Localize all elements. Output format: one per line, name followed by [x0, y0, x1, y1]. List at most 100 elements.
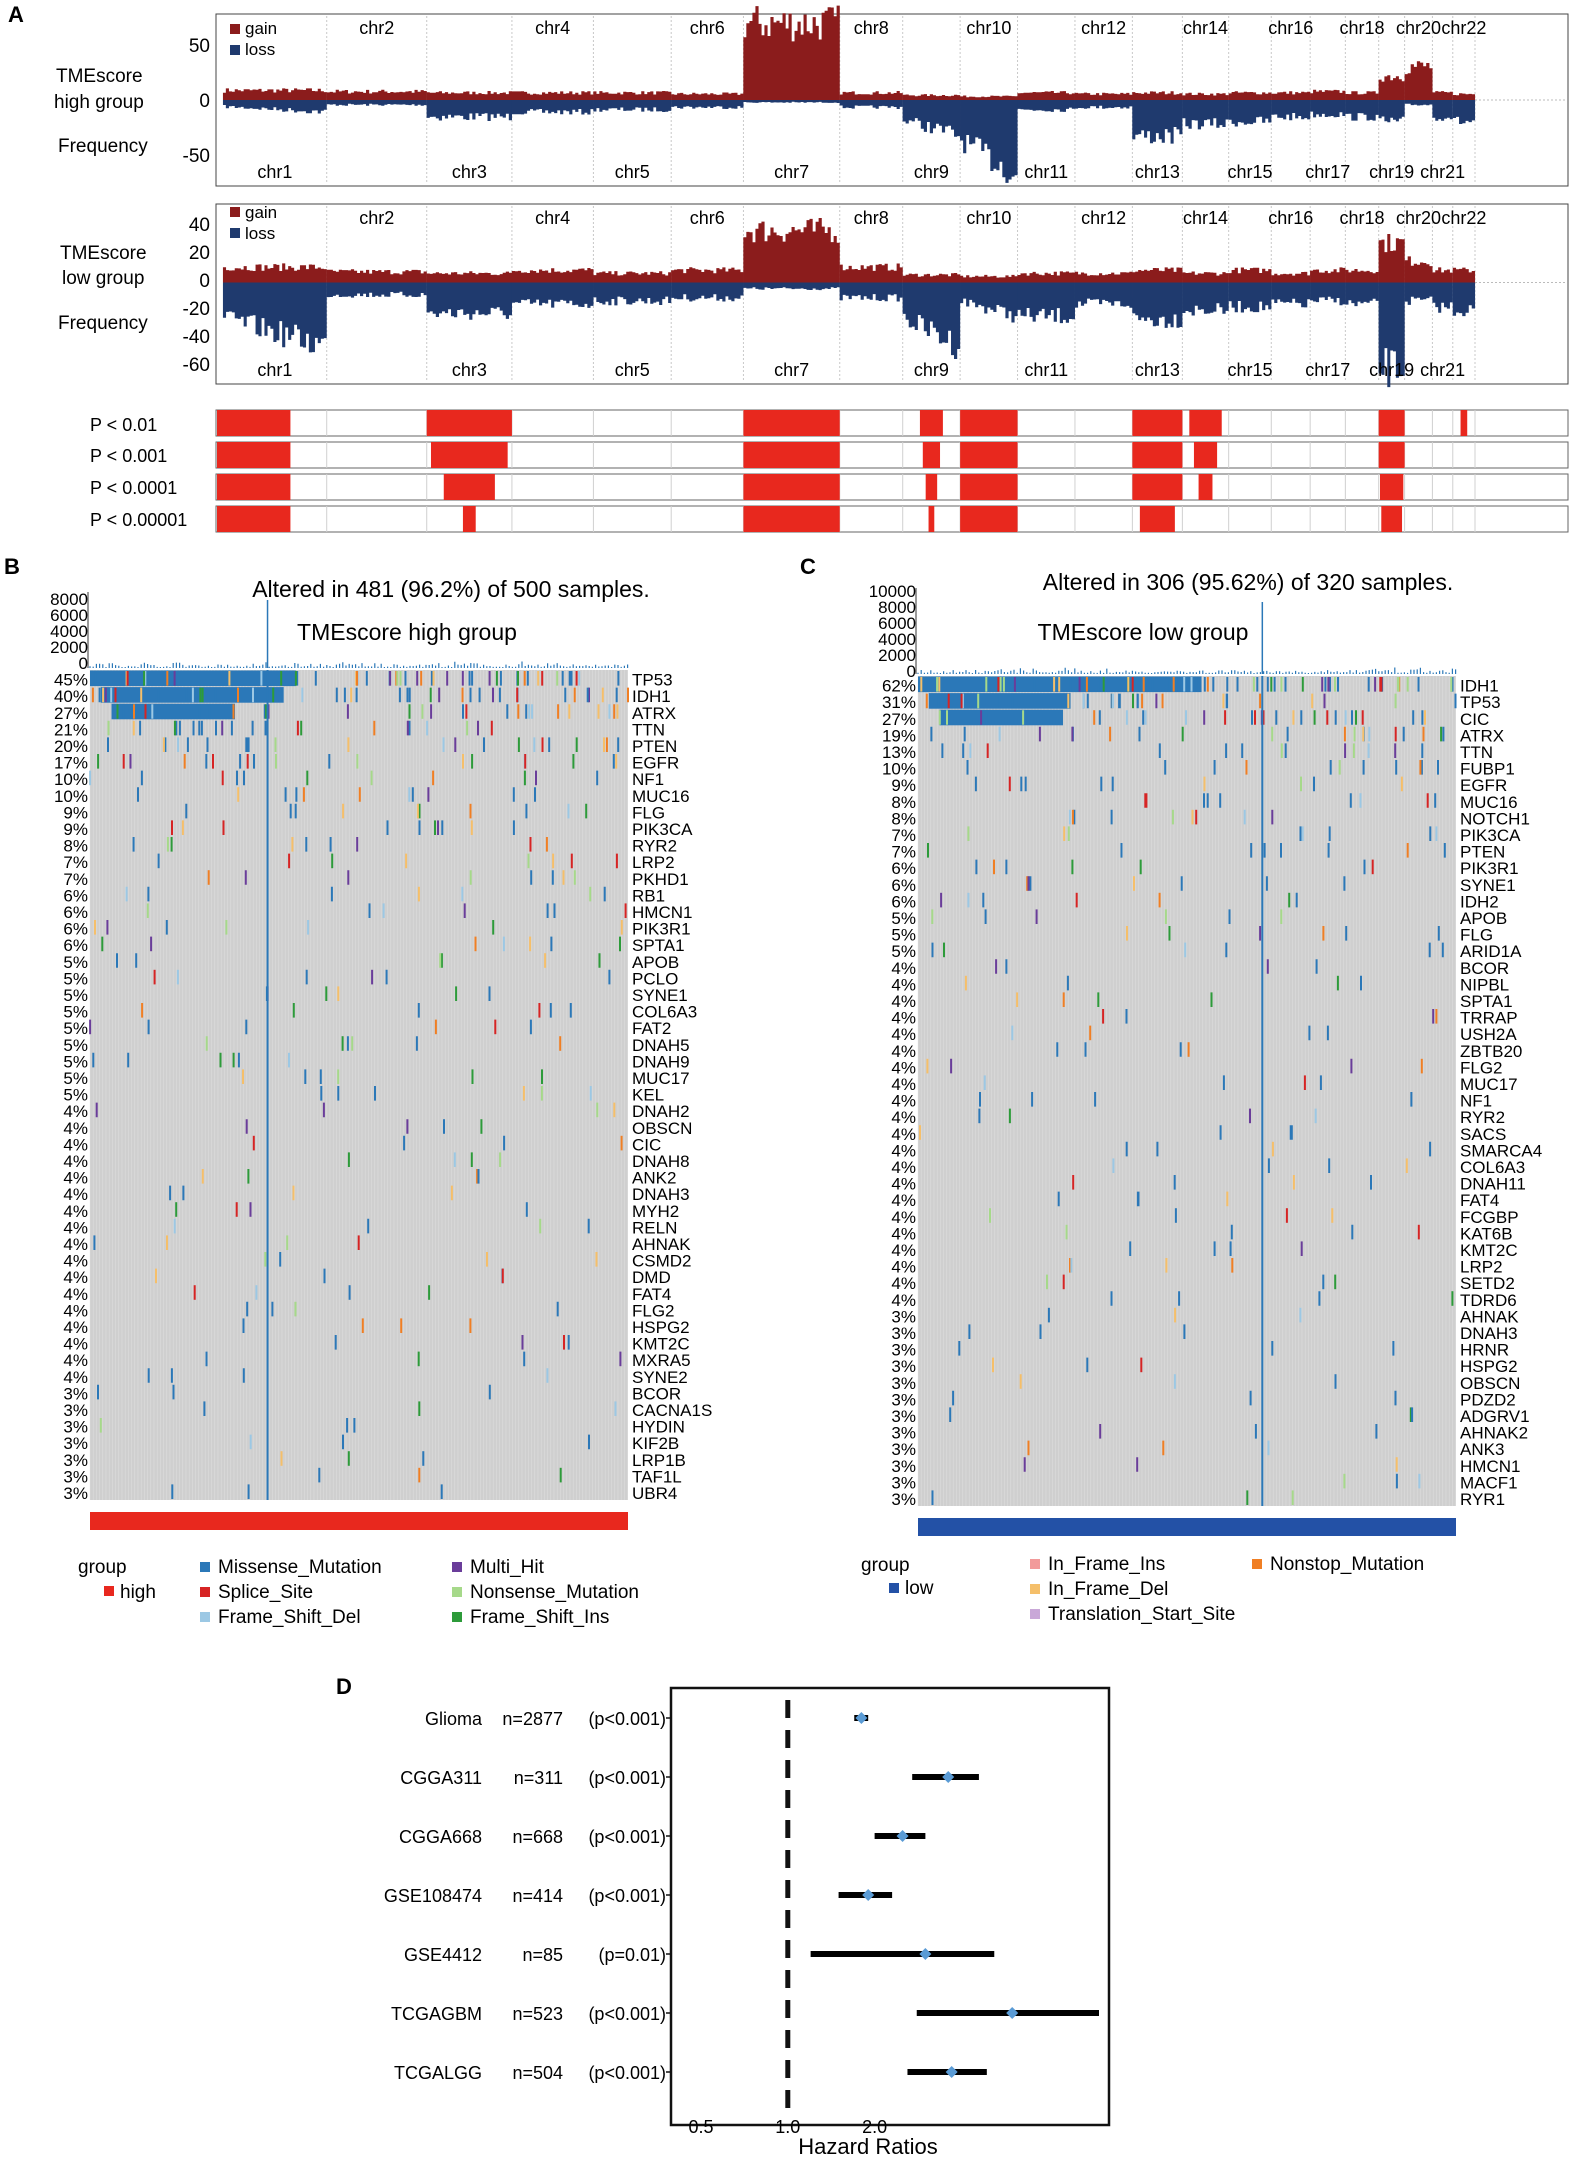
cnv-high-gain-bars-chr13	[1132, 91, 1183, 100]
cnv-high-chr-label: chr3	[452, 162, 487, 182]
c-gene-label-FUBP1: FUBP1	[1460, 760, 1515, 779]
cnv-high-loss-bars-chr20	[1404, 100, 1433, 106]
c-percent-EGFR: 9%	[891, 776, 916, 795]
forest-point-CGGA668	[896, 1830, 909, 1842]
forest-n-CGGA668: n=668	[512, 1827, 563, 1847]
b-mutations-NF1	[140, 770, 599, 786]
forest-xtick-2.0: 2.0	[862, 2117, 887, 2137]
c-gene-label-PTEN: PTEN	[1460, 843, 1505, 862]
cnv-high-chr-label: chr6	[690, 18, 725, 38]
b-percent-LRP2: 7%	[63, 853, 88, 872]
forest-xlabel: Hazard Ratios	[798, 2134, 937, 2158]
cnv-high-chr-label: chr11	[1024, 162, 1068, 182]
panel-c-group-title: TMEscore low group	[1038, 619, 1249, 645]
b-percent-RYR2: 8%	[63, 837, 88, 856]
forest-point-TCGAGBM	[1006, 2007, 1019, 2019]
cnv-low-chr-label: chr16	[1268, 208, 1313, 228]
forest-p-CGGA311: (p<0.001)	[588, 1768, 666, 1788]
legend-loss-label-2: loss	[245, 224, 275, 243]
c-percent-NOTCH1: 8%	[891, 809, 916, 828]
sig-track-block	[426, 410, 512, 436]
c-mutations-TP53	[947, 693, 963, 709]
cnv-low-ytick-neg20: -20	[183, 299, 210, 320]
b-mutations-ATRX	[122, 704, 528, 719]
cnv-low-chr-label: chr4	[535, 208, 570, 228]
cnv-high-gain-bars-chr6	[671, 92, 744, 100]
b-tmb-tick-2: 4000	[50, 622, 88, 641]
c-gene-label-TDRD6: TDRD6	[1460, 1291, 1517, 1310]
legend-c-group-swatch	[889, 1583, 899, 1593]
b-mutations-PTEN	[177, 737, 536, 752]
b-mutations-EGFR	[462, 754, 618, 769]
b-gene-label-HYDIN: HYDIN	[632, 1418, 685, 1437]
c-gene-label-AHNAK: AHNAK	[1460, 1307, 1519, 1326]
b-mutations-PTEN	[162, 737, 605, 752]
c-percent-RYR2: 4%	[891, 1108, 916, 1127]
cnv-low-chr-label: chr7	[774, 360, 809, 380]
cnv-low-chr-label: chr2	[359, 208, 394, 228]
legend-splice-swatch	[200, 1587, 210, 1597]
c-percent-KAT6B: 4%	[891, 1224, 916, 1243]
b-mutations-ATRX	[151, 704, 611, 719]
sig-track-block	[1189, 410, 1222, 436]
cnv-high-gain-bars-chr19	[1378, 75, 1405, 100]
legend-gain-swatch-2	[230, 207, 240, 217]
b-mutations-CSMD2	[486, 1252, 598, 1267]
c-percent-HMCN1: 3%	[891, 1457, 916, 1476]
c-mutations-APOB	[931, 909, 1283, 924]
c-mutations-AHNAK2	[1254, 1424, 1378, 1439]
b-percent-UBR4: 3%	[63, 1484, 88, 1503]
b-gene-label-SPTA1: SPTA1	[632, 936, 685, 955]
b-percent-SYNE1: 5%	[63, 986, 88, 1005]
c-mutations-DNAH3	[968, 1324, 1186, 1339]
c-tmb-tick-1: 8000	[878, 598, 916, 617]
c-percent-NIPBL: 4%	[891, 975, 916, 994]
cnv-low-loss-bars-chr7	[743, 282, 840, 291]
b-percent-MUC17: 5%	[63, 1069, 88, 1088]
b-gene-label-KMT2C: KMT2C	[632, 1335, 690, 1354]
b-mutations-MXRA5	[205, 1351, 526, 1367]
sig-track-block	[919, 410, 943, 436]
b-percent-NF1: 10%	[54, 770, 88, 789]
legend-loss-swatch	[230, 45, 240, 55]
b-gene-label-PIK3CA: PIK3CA	[632, 820, 693, 839]
c-percent-IDH1: 62%	[882, 677, 916, 696]
c-mutations-ANK3	[1027, 1440, 1165, 1456]
c-percent-ZBTB20: 4%	[891, 1042, 916, 1061]
b-percent-HSPG2: 4%	[63, 1318, 88, 1337]
sig-track-block	[1378, 442, 1405, 468]
cnv-high-loss-bars-chr18	[1345, 100, 1379, 121]
cnv-low-chr-label: chr10	[966, 208, 1011, 228]
cnv-low-chr-label: chr15	[1227, 360, 1272, 380]
c-mutations-FAT4	[1057, 1191, 1140, 1207]
cnv-high-chr-label: chr5	[615, 162, 650, 182]
b-mutations-BCOR	[97, 1384, 491, 1400]
b-mutations-MUC16	[137, 787, 536, 802]
sig-track-block	[960, 506, 1018, 532]
panel-d-label: D	[336, 1674, 352, 1699]
b-mutations-HSPG2	[361, 1318, 472, 1333]
panel-c-title: Altered in 306 (95.62%) of 320 samples.	[1043, 569, 1453, 595]
b-percent-DNAH3: 4%	[63, 1185, 88, 1204]
c-gene-label-PIK3CA: PIK3CA	[1460, 826, 1521, 845]
c-mutations-ATRX	[1271, 726, 1356, 742]
cnv-high-chr-label: chr7	[774, 162, 809, 182]
cnv-low-loss-bars-chr10	[960, 282, 1018, 323]
c-gene-label-KMT2C: KMT2C	[1460, 1241, 1518, 1260]
c-tmb-tick-0: 10000	[869, 582, 916, 601]
c-gene-label-HSPG2: HSPG2	[1460, 1357, 1518, 1376]
b-gene-label-RB1: RB1	[632, 886, 665, 905]
forest-cohort-CGGA311: CGGA311	[400, 1768, 482, 1788]
b-gene-label-ANK2: ANK2	[632, 1169, 676, 1188]
c-gene-label-FLG2: FLG2	[1460, 1058, 1503, 1077]
forest-cohort-TCGALGG: TCGALGG	[394, 2063, 482, 2083]
b-gene-label-SYNE1: SYNE1	[632, 986, 688, 1005]
c-percent-SMARCA4: 4%	[891, 1141, 916, 1160]
b-mutations-HMCN1	[368, 903, 556, 918]
cnv-low-loss-bars-chr14	[1182, 282, 1229, 316]
cnv-low-chr-label: chr21	[1420, 360, 1465, 380]
cnv-low-ytick-0: 0	[199, 271, 210, 292]
cnv-low-chr-label: chr8	[854, 208, 889, 228]
sig-track-block	[1378, 410, 1405, 436]
b-mutations-TTN	[139, 720, 411, 736]
